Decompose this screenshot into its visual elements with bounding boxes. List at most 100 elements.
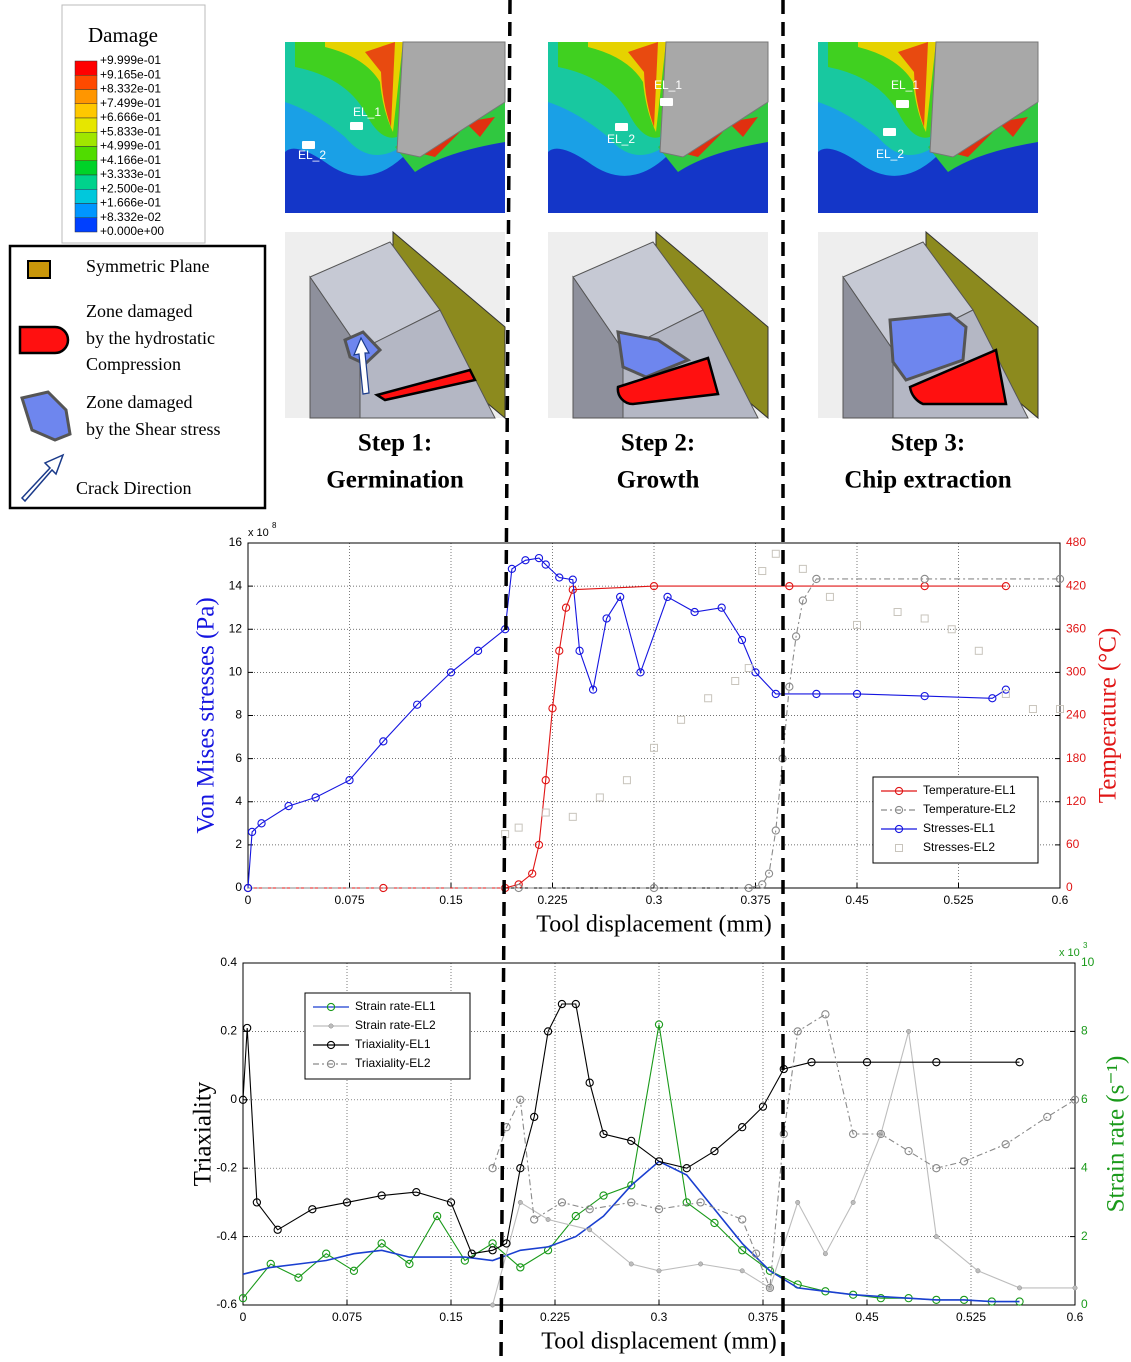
- legend-label: Compression: [86, 354, 181, 374]
- color-band: [74, 103, 98, 119]
- marker: [585, 1078, 594, 1087]
- marker: [663, 592, 672, 602]
- marker: [974, 646, 983, 655]
- marker: [252, 1198, 262, 1207]
- y-tick-label: 0.4: [220, 955, 237, 969]
- marker: [534, 840, 544, 850]
- step-title: Step 2:: [621, 430, 695, 457]
- marker: [791, 632, 801, 641]
- marker: [798, 564, 807, 573]
- marker: [516, 1095, 525, 1104]
- marker: [1001, 689, 1010, 698]
- marker: [557, 999, 567, 1009]
- step-stage: Chip extraction: [844, 467, 1011, 494]
- marker: [446, 668, 456, 677]
- series: [243, 553, 1011, 893]
- marker: [405, 1259, 414, 1269]
- x-tick-label: 0.45: [845, 893, 869, 907]
- marker: [906, 1028, 912, 1034]
- element-label: EL_2: [607, 132, 635, 146]
- element-marker: [660, 98, 673, 106]
- color-band: [74, 75, 98, 90]
- marker: [377, 1191, 386, 1200]
- marker: [561, 603, 571, 612]
- marker: [710, 1146, 719, 1156]
- legend-label: by the hydrostatic: [86, 328, 215, 348]
- marker: [599, 1191, 608, 1200]
- marker: [959, 1157, 969, 1166]
- y2-tick-label: 4: [1081, 1160, 1088, 1174]
- y2-tick-label: 360: [1066, 621, 1086, 635]
- y2-tick-label: 0: [1066, 880, 1073, 894]
- x-tick-label: 0.6: [1067, 1310, 1084, 1324]
- marker: [238, 1294, 248, 1303]
- legend-label: Temperature-EL2: [923, 802, 1016, 816]
- marker: [243, 883, 253, 893]
- legend-label: Symmetric Plane: [86, 256, 209, 276]
- compression-zone: [908, 348, 1008, 406]
- y2-tick-label: 420: [1066, 578, 1086, 592]
- symbol: [20, 453, 65, 503]
- y-tick-label: 14: [229, 578, 243, 592]
- x-tick-label: 0.45: [855, 1310, 879, 1324]
- marker: [521, 556, 530, 565]
- marker: [473, 646, 483, 655]
- x-tick-label: 0.075: [334, 893, 364, 907]
- marker: [738, 1246, 747, 1255]
- marker: [1070, 1095, 1080, 1104]
- element-label: EL_1: [654, 78, 682, 92]
- legend-label: +9.999e-01: [100, 53, 161, 67]
- divider: [499, 0, 512, 1362]
- element-marker: [615, 123, 628, 131]
- legend-label: Zone damaged: [86, 392, 192, 412]
- marker: [920, 574, 929, 584]
- marker: [751, 1249, 761, 1258]
- x-axis-title: Tool displacement (mm): [541, 1329, 777, 1355]
- marker: [920, 614, 929, 623]
- x-tick-label: 0.375: [748, 1310, 778, 1324]
- marker: [698, 1261, 704, 1267]
- marker: [798, 596, 808, 605]
- marker: [807, 1058, 816, 1067]
- axis-multiplier: x 10: [1059, 947, 1080, 959]
- shear-zone: [888, 312, 968, 382]
- marker: [488, 1164, 497, 1173]
- marker: [852, 689, 862, 699]
- axis-multiplier-exponent: 8: [272, 521, 277, 530]
- marker: [785, 682, 794, 691]
- compression-zone: [616, 356, 720, 406]
- y-tick-label: 0: [235, 880, 242, 894]
- marker: [548, 704, 557, 713]
- marker: [602, 614, 611, 623]
- crack-arrow: [353, 336, 370, 395]
- marker: [507, 564, 517, 574]
- step-stage: Growth: [617, 467, 700, 494]
- schematic-panel: [548, 230, 769, 420]
- legend-label: +3.333e-01: [100, 167, 161, 181]
- marker: [571, 999, 580, 1009]
- marker: [1001, 685, 1011, 694]
- marker: [731, 677, 740, 685]
- legend-label: Strain rate-EL2: [355, 1018, 436, 1032]
- marker: [649, 883, 659, 893]
- y-tick-label: 4: [235, 794, 242, 808]
- marker: [326, 1040, 336, 1050]
- marker: [326, 1059, 336, 1069]
- marker: [432, 1211, 442, 1221]
- marker: [895, 844, 903, 852]
- marker: [654, 1020, 664, 1029]
- color-band: [74, 160, 98, 176]
- x-tick-label: 0.525: [956, 1310, 986, 1324]
- marker: [1072, 1285, 1078, 1291]
- marker: [894, 824, 904, 834]
- marker: [557, 1198, 567, 1207]
- marker: [308, 1205, 317, 1214]
- marker: [555, 573, 564, 582]
- marker: [247, 827, 257, 837]
- marker: [932, 1164, 941, 1173]
- marker: [530, 1215, 539, 1224]
- marker: [599, 1129, 608, 1139]
- marker: [710, 1218, 719, 1228]
- marker: [654, 1157, 664, 1166]
- y-tick-label: 8: [235, 708, 242, 722]
